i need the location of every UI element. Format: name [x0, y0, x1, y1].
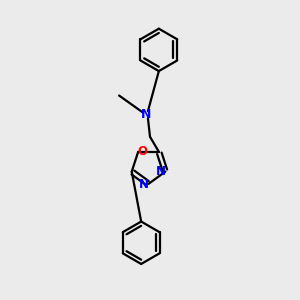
- Text: N: N: [140, 108, 151, 121]
- Text: N: N: [156, 165, 166, 178]
- Text: O: O: [138, 146, 148, 158]
- Text: N: N: [139, 178, 149, 191]
